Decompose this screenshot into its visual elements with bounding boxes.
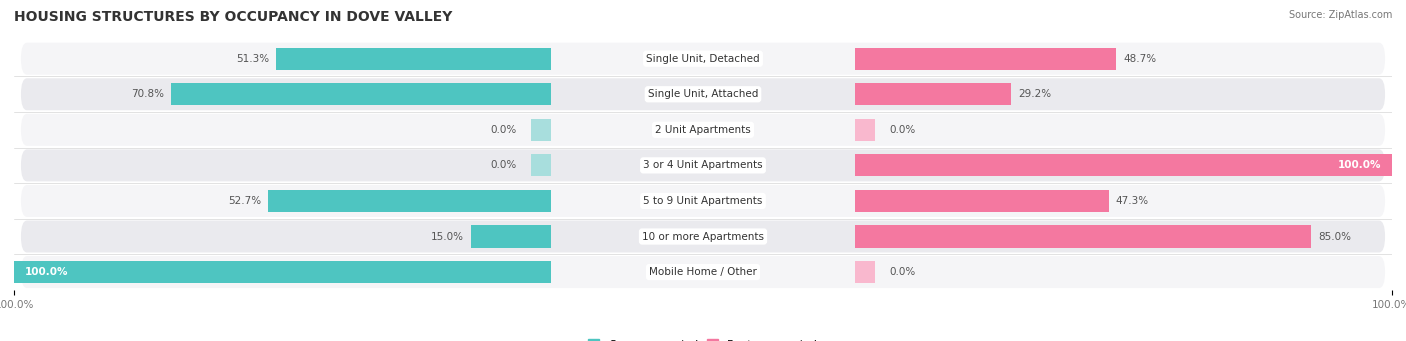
FancyBboxPatch shape xyxy=(21,185,1385,217)
Text: 3 or 4 Unit Apartments: 3 or 4 Unit Apartments xyxy=(643,160,763,170)
Text: 47.3%: 47.3% xyxy=(1115,196,1149,206)
Bar xyxy=(531,154,551,176)
Bar xyxy=(471,225,551,248)
Text: 29.2%: 29.2% xyxy=(1018,89,1052,99)
FancyBboxPatch shape xyxy=(21,256,1385,288)
FancyBboxPatch shape xyxy=(21,78,1385,110)
Bar xyxy=(855,190,1109,212)
Text: 51.3%: 51.3% xyxy=(236,54,269,64)
Text: 48.7%: 48.7% xyxy=(1123,54,1156,64)
Text: Single Unit, Detached: Single Unit, Detached xyxy=(647,54,759,64)
Text: Mobile Home / Other: Mobile Home / Other xyxy=(650,267,756,277)
Bar xyxy=(855,83,1011,105)
Bar xyxy=(276,48,551,70)
Bar xyxy=(855,225,1312,248)
FancyBboxPatch shape xyxy=(21,43,1385,75)
Text: 0.0%: 0.0% xyxy=(889,125,915,135)
Text: Single Unit, Attached: Single Unit, Attached xyxy=(648,89,758,99)
Text: 5 to 9 Unit Apartments: 5 to 9 Unit Apartments xyxy=(644,196,762,206)
Text: HOUSING STRUCTURES BY OCCUPANCY IN DOVE VALLEY: HOUSING STRUCTURES BY OCCUPANCY IN DOVE … xyxy=(14,10,453,24)
Text: 2 Unit Apartments: 2 Unit Apartments xyxy=(655,125,751,135)
Text: Source: ZipAtlas.com: Source: ZipAtlas.com xyxy=(1288,10,1392,20)
Bar xyxy=(855,119,875,141)
Text: 15.0%: 15.0% xyxy=(430,232,464,241)
FancyBboxPatch shape xyxy=(21,149,1385,181)
Legend: Owner-occupied, Renter-occupied: Owner-occupied, Renter-occupied xyxy=(583,335,823,341)
Text: 100.0%: 100.0% xyxy=(25,267,69,277)
Bar xyxy=(172,83,551,105)
Bar xyxy=(855,48,1116,70)
Bar xyxy=(855,261,875,283)
Text: 70.8%: 70.8% xyxy=(131,89,165,99)
FancyBboxPatch shape xyxy=(21,221,1385,252)
Bar xyxy=(269,190,551,212)
Text: 0.0%: 0.0% xyxy=(889,267,915,277)
Text: 0.0%: 0.0% xyxy=(491,160,517,170)
Bar xyxy=(14,261,551,283)
FancyBboxPatch shape xyxy=(21,114,1385,146)
Text: 100.0%: 100.0% xyxy=(1337,160,1381,170)
Text: 52.7%: 52.7% xyxy=(228,196,262,206)
Bar xyxy=(531,119,551,141)
Bar xyxy=(855,154,1392,176)
Text: 85.0%: 85.0% xyxy=(1319,232,1351,241)
Text: 0.0%: 0.0% xyxy=(491,125,517,135)
Text: 10 or more Apartments: 10 or more Apartments xyxy=(643,232,763,241)
